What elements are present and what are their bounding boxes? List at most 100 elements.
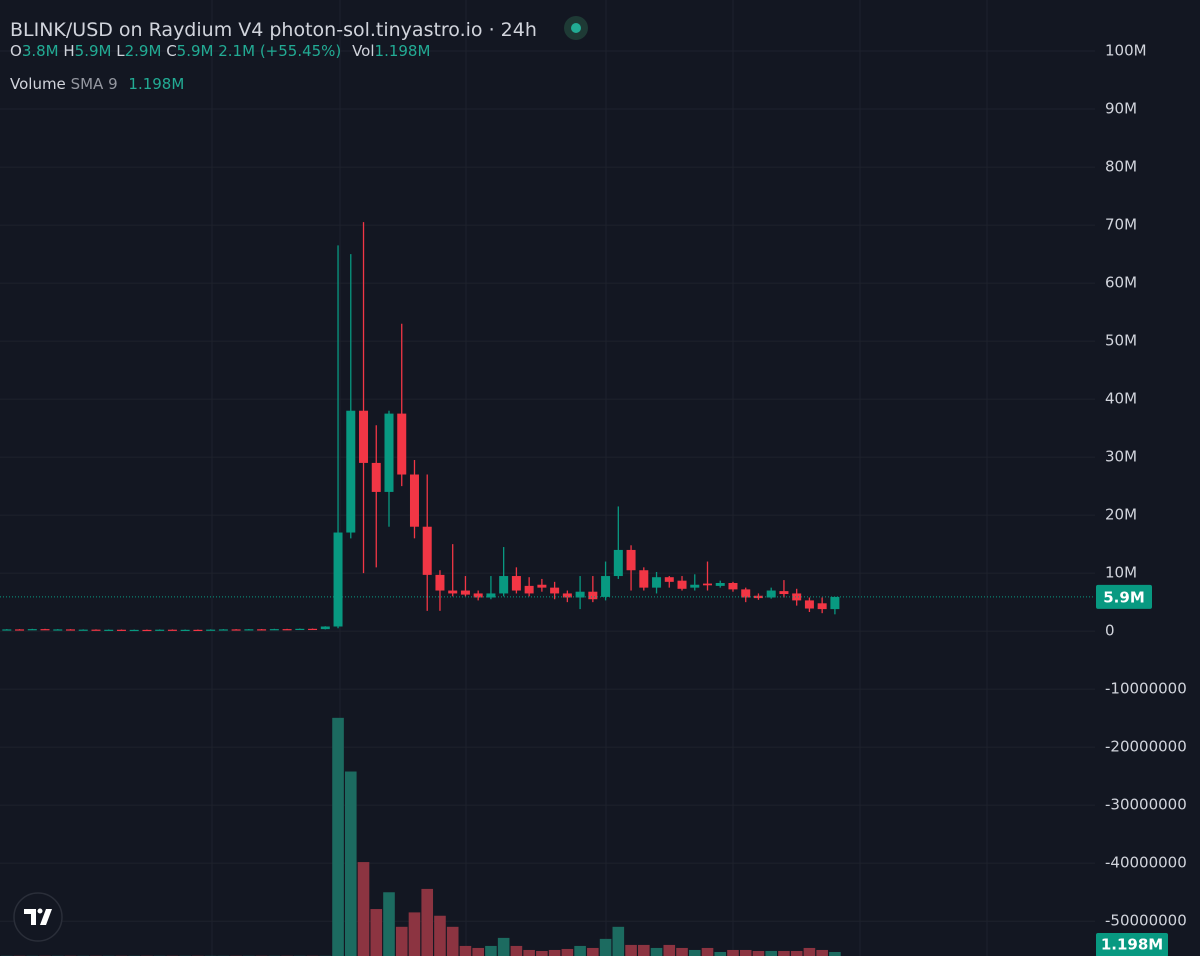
candle-body — [626, 549, 636, 571]
candle-body — [422, 526, 432, 575]
price-badge-label: 5.9M — [1103, 588, 1145, 606]
volume-bar — [332, 717, 344, 956]
candle-body — [677, 580, 687, 589]
readout-vol-value: 1.198M — [374, 42, 431, 60]
volume-bar — [395, 926, 408, 956]
candle-body — [804, 600, 814, 609]
candle-body — [753, 595, 763, 599]
volume-bar — [548, 949, 561, 956]
candle-body — [830, 596, 840, 610]
volume-bar — [370, 909, 383, 956]
candle-body — [91, 629, 101, 631]
volume-bar — [638, 944, 650, 956]
volume-bar — [383, 892, 395, 956]
vertical-grid — [211, 0, 988, 956]
candle-body — [218, 629, 228, 631]
y-tick-label: 30M — [1105, 448, 1137, 466]
volume-bar — [765, 950, 777, 956]
y-tick-label: -30000000 — [1105, 796, 1187, 814]
candle-body — [333, 532, 343, 627]
volume-bar — [421, 888, 434, 956]
y-tick-label: 40M — [1105, 390, 1137, 408]
candle-body — [167, 629, 177, 631]
candle-body — [206, 629, 216, 631]
candle-body — [27, 629, 37, 631]
volume-bar — [790, 950, 803, 956]
volume-bar — [574, 945, 586, 956]
candle-body — [703, 583, 712, 586]
candle-body — [460, 590, 470, 595]
indicator-name: Volume — [10, 75, 66, 93]
volume-bar — [701, 947, 714, 956]
logo-circle — [13, 892, 63, 942]
candle-body — [308, 628, 318, 631]
ohlc-readout: O3.8M H5.9M L2.9M C5.9M 2.1M (+55.45%) V… — [10, 42, 430, 60]
y-tick-label: 60M — [1105, 274, 1137, 292]
candle-body — [664, 577, 674, 582]
candle-body — [116, 629, 126, 631]
y-tick-label: 10M — [1105, 564, 1137, 582]
candle-body — [486, 593, 496, 598]
grid — [0, 50, 1095, 922]
volume-bar — [485, 945, 497, 956]
readout-value: 3.8M — [21, 42, 59, 60]
candle-body — [715, 582, 725, 586]
volume-bar — [739, 949, 752, 956]
readout-label: C — [166, 42, 177, 60]
candle-body — [295, 628, 305, 631]
candle-body — [524, 585, 534, 594]
title-text: BLINK/USD on Raydium V4 photon-sol.tinya… — [10, 19, 537, 41]
candle-body — [129, 629, 139, 632]
volume-bar — [497, 937, 510, 956]
candle-body — [741, 589, 751, 598]
candle-body — [142, 629, 152, 632]
candle-body — [792, 593, 802, 601]
volume-bar — [816, 949, 828, 956]
indicator-value: 1.198M — [128, 75, 185, 93]
volume-bar — [587, 947, 599, 956]
candle-body — [511, 576, 521, 591]
readout-value: 2.9M — [124, 42, 162, 60]
candle-body — [2, 629, 12, 631]
readout-value: 5.9M — [74, 42, 112, 60]
volume-bar — [663, 944, 676, 956]
indicator-study: SMA 9 — [70, 75, 118, 93]
candle-body — [231, 629, 241, 631]
candle-body — [397, 413, 407, 475]
candle-body — [613, 549, 623, 577]
candle-body — [78, 629, 88, 631]
volume-badge-label: 1.198M — [1101, 936, 1163, 954]
candle-body — [193, 629, 203, 632]
y-tick-label: 80M — [1105, 158, 1137, 176]
candle-body — [766, 590, 776, 598]
readout-label: L — [116, 42, 125, 60]
candle-body — [53, 629, 63, 631]
volume-bar — [523, 949, 535, 956]
candle-body — [66, 629, 75, 631]
readout-value: 5.9M — [176, 42, 214, 60]
candle-body — [537, 584, 547, 588]
candle-body — [728, 582, 738, 590]
status-icon — [563, 16, 588, 40]
volume-bar — [599, 938, 612, 956]
volume-bar — [459, 945, 472, 956]
candle-body — [639, 570, 649, 588]
candle-body — [359, 410, 369, 463]
chart-title: BLINK/USD on Raydium V4 photon-sol.tinya… — [10, 10, 588, 41]
candle-body — [448, 590, 458, 594]
candle-body — [690, 584, 700, 588]
candle-body — [817, 603, 827, 610]
volume-bar — [446, 926, 459, 956]
volume-bar — [714, 951, 727, 956]
candle-body — [473, 593, 483, 598]
candle-body — [346, 410, 356, 533]
volume-badge — [1096, 933, 1168, 956]
volume-bar — [536, 950, 548, 956]
volume-bar — [408, 912, 421, 956]
candle-body — [499, 576, 509, 594]
volume-bar — [561, 948, 574, 956]
volume-bar — [434, 915, 446, 956]
tv-logo — [13, 892, 63, 942]
candle-body — [15, 629, 25, 631]
